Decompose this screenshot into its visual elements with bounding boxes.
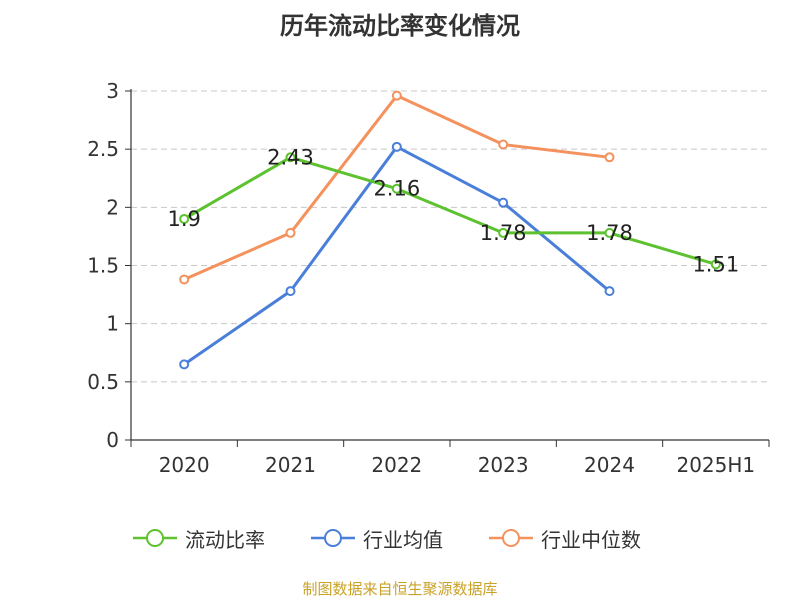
chart-legend: 流动比率 行业均值 行业中位数	[0, 520, 800, 556]
x-tick-label: 2024	[584, 453, 635, 477]
y-tick-label: 1	[106, 312, 119, 336]
x-tick-label: 2023	[478, 453, 529, 477]
legend-label-current-ratio: 流动比率	[185, 527, 265, 552]
data-label: 2.43	[267, 145, 314, 169]
data-point	[391, 90, 402, 101]
legend-label-industry-mean: 行业均值	[363, 527, 443, 552]
x-tick-label: 2025H1	[676, 453, 755, 477]
series-line	[183, 155, 717, 266]
line-chart: 0 0.5 1 1.5 2 2.5 3 2020 2021 2022 2023 2024 2025H1 1…	[87, 79, 770, 477]
data-source-note: 制图数据来自恒生聚源数据库	[302, 580, 498, 598]
data-label: 1.51	[692, 252, 739, 276]
data-point	[604, 286, 615, 297]
data-point	[179, 213, 190, 224]
chart-title: 历年流动比率变化情况	[280, 12, 520, 40]
x-tick-label: 2022	[371, 453, 422, 477]
legend-swatch-industry-median	[489, 529, 533, 547]
data-point	[285, 152, 296, 163]
data-point	[179, 274, 190, 285]
data-point	[498, 197, 509, 208]
y-tick-label: 2.5	[87, 137, 119, 161]
legend-item-current-ratio[interactable]: 流动比率	[133, 520, 265, 556]
data-point	[391, 141, 402, 152]
legend-swatch-industry-mean	[311, 529, 355, 547]
y-tick-label: 0.5	[87, 370, 119, 394]
data-point	[285, 227, 296, 238]
y-tick-label: 1.5	[87, 254, 119, 278]
data-label: 1.9	[167, 207, 200, 231]
data-label: 1.78	[586, 221, 633, 245]
x-tick-label: 2021	[265, 453, 316, 477]
legend-item-industry-mean[interactable]: 行业均值	[311, 520, 443, 556]
data-point	[604, 227, 615, 238]
data-label: 2.16	[373, 177, 420, 201]
legend-item-industry-median[interactable]: 行业中位数	[489, 520, 641, 556]
legend-swatch-current-ratio	[133, 529, 177, 547]
data-point	[498, 227, 509, 238]
y-tick-label: 3	[106, 79, 119, 103]
y-tick-label: 2	[106, 195, 119, 219]
data-point	[179, 359, 190, 370]
data-point	[604, 152, 615, 163]
data-point	[710, 259, 721, 270]
x-tick-label: 2020	[159, 453, 210, 477]
data-label: 1.78	[480, 221, 527, 245]
data-point	[498, 139, 509, 150]
data-point	[391, 183, 402, 194]
data-point	[285, 286, 296, 297]
legend-label-industry-median: 行业中位数	[541, 527, 641, 552]
y-tick-label: 0	[106, 428, 119, 452]
